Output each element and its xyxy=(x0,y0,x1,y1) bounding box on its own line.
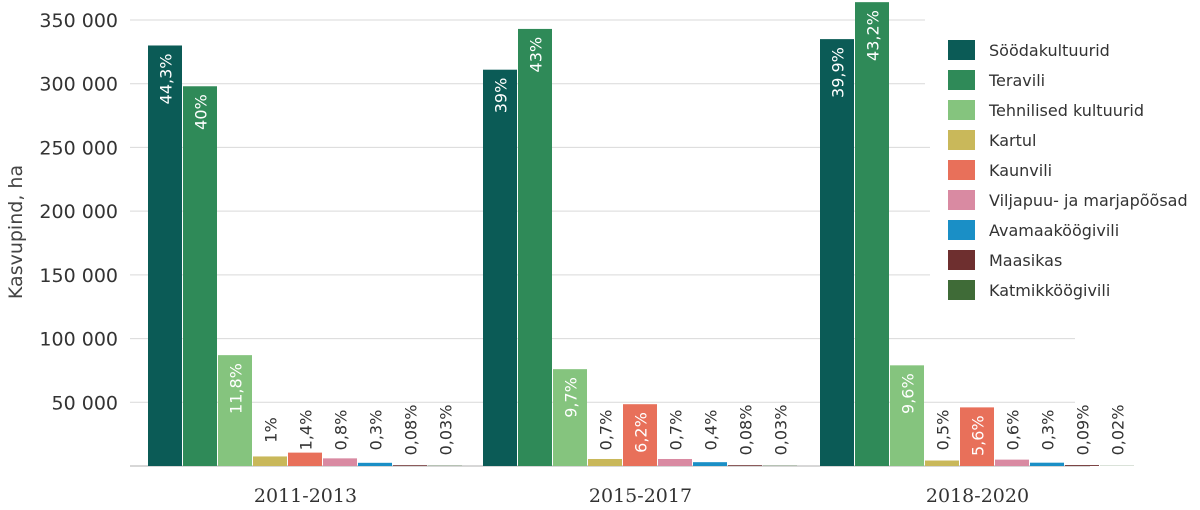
data-label: 1% xyxy=(262,417,281,442)
bar xyxy=(553,369,587,466)
bar xyxy=(693,462,727,466)
bar xyxy=(393,465,427,466)
data-label: 0,6% xyxy=(1004,410,1023,451)
data-label: 0,8% xyxy=(332,410,351,451)
data-label: 0,02% xyxy=(1109,405,1128,456)
bar xyxy=(358,462,392,466)
legend-swatch xyxy=(948,190,975,210)
legend: Söödakultuurid Teravili Tehnilised kultuur… xyxy=(930,26,1200,306)
legend-entry: Tehnilised kultuurid xyxy=(988,101,1144,120)
legend-swatch xyxy=(948,220,975,240)
legend-entry: Söödakultuurid xyxy=(989,41,1110,60)
bar xyxy=(820,39,854,466)
legend-swatch xyxy=(948,100,975,120)
data-label: 39,9% xyxy=(829,47,848,98)
bar xyxy=(1065,465,1099,466)
y-tick-label: 350 000 xyxy=(39,10,118,32)
legend-swatch xyxy=(948,130,975,150)
legend-swatch xyxy=(948,280,975,300)
y-axis: 50 000 100 000 150 000 200 000 250 000 300 00… xyxy=(39,10,118,414)
bar xyxy=(623,404,657,466)
bar xyxy=(148,45,182,466)
x-tick-label: 2018-2020 xyxy=(926,485,1029,507)
data-label: 11,8% xyxy=(227,363,246,414)
bar xyxy=(995,459,1029,466)
data-label: 0,5% xyxy=(934,410,953,451)
bar xyxy=(658,458,692,466)
y-tick-label: 200 000 xyxy=(39,201,118,223)
data-label: 0,08% xyxy=(737,405,756,456)
bar xyxy=(855,2,889,466)
y-axis-label: Kasvupind, ha xyxy=(5,165,27,299)
legend-entry: Maasikas xyxy=(989,251,1062,270)
x-axis: 2011-2013 2015-2017 2018-2020 xyxy=(254,485,1029,507)
x-tick-label: 2011-2013 xyxy=(254,485,357,507)
data-label: 0,4% xyxy=(702,410,721,451)
y-tick-label: 50 000 xyxy=(52,392,118,414)
legend-entry: Viljapuu- ja marjapõõsad xyxy=(989,191,1188,210)
y-tick-label: 250 000 xyxy=(39,137,118,159)
bars xyxy=(148,2,1134,467)
legend-entry: Teravili xyxy=(988,71,1045,90)
legend-swatch xyxy=(948,40,975,60)
bar xyxy=(218,355,252,466)
data-label: 0,08% xyxy=(402,405,421,456)
y-tick-label: 150 000 xyxy=(39,265,118,287)
data-label: 9,6% xyxy=(899,373,918,414)
data-label: 0,3% xyxy=(367,410,386,451)
bar xyxy=(728,465,762,466)
data-label: 0,7% xyxy=(597,410,616,451)
legend-entry: Avamaaköögivili xyxy=(989,221,1119,240)
bar xyxy=(960,407,994,466)
legend-swatch xyxy=(948,70,975,90)
bar xyxy=(253,456,287,466)
bar xyxy=(588,458,622,466)
y-tick-label: 100 000 xyxy=(39,329,118,351)
legend-entry: Kartul xyxy=(989,131,1036,150)
data-label: 6,2% xyxy=(632,412,651,453)
data-label: 43,2% xyxy=(864,10,883,61)
bar xyxy=(890,365,924,466)
data-label: 1,4% xyxy=(297,410,316,451)
x-tick-label: 2015-2017 xyxy=(589,485,692,507)
data-label: 40% xyxy=(192,94,211,130)
bar xyxy=(323,458,357,466)
data-label: 43% xyxy=(527,37,546,73)
bar xyxy=(483,69,517,466)
data-label: 0,03% xyxy=(772,405,791,456)
legend-swatch xyxy=(948,250,975,270)
data-label: 9,7% xyxy=(562,377,581,418)
data-label: 0,09% xyxy=(1074,405,1093,456)
data-label: 0,3% xyxy=(1039,410,1058,451)
data-label: 0,03% xyxy=(437,405,456,456)
bar xyxy=(518,28,552,466)
bar xyxy=(1030,462,1064,466)
legend-entry: Katmikköögivili xyxy=(989,281,1110,300)
data-label: 44,3% xyxy=(157,53,176,104)
data-label: 5,6% xyxy=(969,415,988,456)
legend-swatch xyxy=(948,160,975,180)
data-label: 39% xyxy=(492,78,511,114)
y-tick-label: 300 000 xyxy=(39,74,118,96)
bar xyxy=(183,86,217,467)
bar xyxy=(925,460,959,466)
legend-entry: Kaunvili xyxy=(989,161,1052,180)
data-labels: 44,3% 40% 11,8% 1% 1,4% 0,8% 0,3% 0,08% 0,03% 39%… xyxy=(157,10,1128,456)
data-label: 0,7% xyxy=(667,410,686,451)
bar xyxy=(288,452,322,466)
